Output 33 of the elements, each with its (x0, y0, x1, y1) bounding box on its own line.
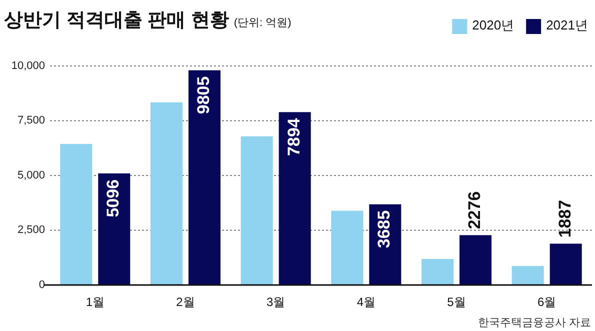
chart-subtitle: (단위: 억원) (234, 17, 292, 29)
x-tick-label: 2월 (176, 295, 195, 309)
data-label: 7894 (284, 118, 304, 156)
bar (240, 136, 273, 285)
bar (60, 144, 92, 285)
bar (550, 244, 582, 285)
bar (278, 112, 311, 285)
bar (188, 70, 220, 285)
bar (422, 258, 454, 285)
legend-label: 2020년 (472, 17, 514, 32)
y-tick-label: 0 (38, 278, 45, 291)
x-tick-label: 1월 (86, 295, 105, 309)
y-tick-label: 10,000 (11, 60, 45, 72)
y-tick-label: 5,000 (17, 169, 45, 182)
bar (331, 210, 364, 285)
data-label: 1887 (555, 200, 574, 238)
data-label: 9805 (194, 76, 213, 114)
bar (512, 266, 544, 285)
bar (98, 173, 130, 285)
y-tick-label: 2,500 (17, 224, 45, 236)
bar (150, 102, 182, 285)
data-label: 5096 (104, 179, 123, 218)
x-tick-label: 3월 (266, 295, 286, 309)
text: 한국주택금융공사 자료 (478, 317, 591, 329)
legend-label: 2021년 (546, 17, 588, 32)
y-tick-label: 7,500 (17, 114, 45, 127)
data-label: 3685 (374, 210, 394, 248)
bar (460, 235, 492, 285)
chart-title: 상반기 적격대출 판매 현황 (4, 10, 229, 31)
x-tick-label: 4월 (356, 295, 376, 309)
x-tick-label: 5월 (447, 295, 466, 309)
x-tick-label: 6월 (537, 295, 556, 309)
data-label: 2276 (464, 191, 484, 230)
